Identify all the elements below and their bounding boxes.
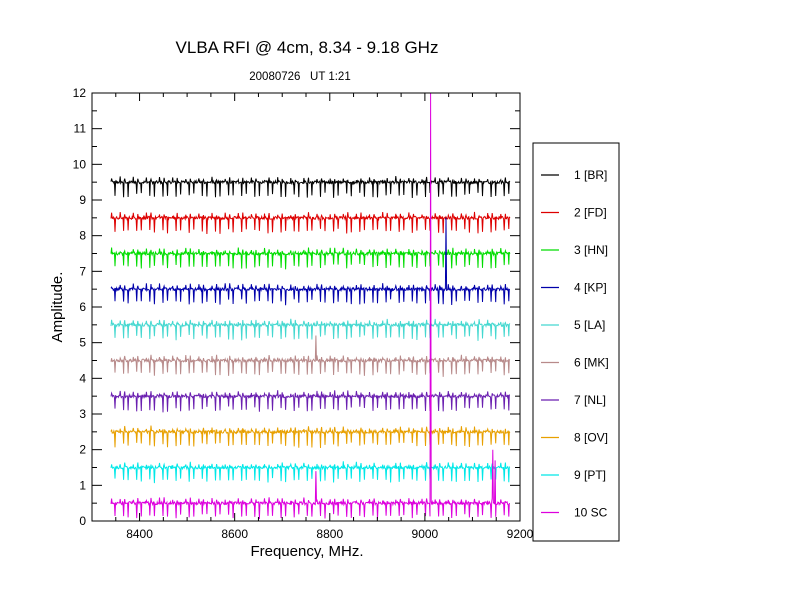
- legend-item: 2 [FD]: [541, 206, 607, 220]
- legend: 1 [BR] 2 [FD] 3 [HN] 4 [KP] 5 [LA] 6 [MK] 7 [N…: [532, 142, 620, 542]
- legend-item: 5 [LA]: [541, 318, 605, 332]
- x-tick-label: 8400: [126, 527, 153, 541]
- legend-label: 10 SC: [574, 506, 608, 520]
- legend-item: 7 [NL]: [541, 393, 606, 407]
- y-tick-label: 11: [74, 122, 87, 136]
- series-line-8: [110, 425, 511, 449]
- series-line-1: [110, 175, 511, 199]
- series-line-5: [110, 318, 511, 341]
- y-tick-label: 0: [79, 514, 86, 528]
- series-line-9: [110, 461, 511, 484]
- legend-box: [532, 142, 620, 542]
- x-tick-label: 8600: [221, 527, 248, 541]
- legend-label: 8 [OV]: [574, 431, 608, 445]
- legend-label: 1 [BR]: [574, 168, 607, 182]
- legend-item: 1 [BR]: [541, 168, 607, 182]
- legend-label: 9 [PT]: [574, 468, 606, 482]
- x-tick-label: 9000: [412, 527, 439, 541]
- y-tick-label: 3: [79, 407, 86, 421]
- x-tick-label: 8800: [316, 527, 343, 541]
- plot-area: [110, 93, 511, 520]
- legend-item: 8 [OV]: [541, 431, 608, 445]
- series-line-7: [110, 390, 511, 413]
- legend-label: 7 [NL]: [574, 393, 606, 407]
- legend-label: 3 [HN]: [574, 243, 608, 257]
- legend-item: 4 [KP]: [541, 281, 607, 295]
- legend-label: 5 [LA]: [574, 318, 605, 332]
- series-line-2: [110, 211, 511, 235]
- chart-subtitle: 20080726 UT 1:21: [249, 71, 350, 83]
- y-tick-label: 9: [79, 193, 86, 207]
- y-tick-label: 8: [79, 229, 86, 243]
- y-tick-label: 1: [79, 478, 86, 492]
- series-line-4: [110, 217, 510, 306]
- legend-item: 10 SC: [541, 506, 608, 520]
- y-tick-label: 5: [79, 336, 86, 350]
- legend-label: 4 [KP]: [574, 281, 607, 295]
- y-tick-label: 10: [73, 157, 87, 171]
- series-line-6: [110, 335, 511, 377]
- y-tick-label: 6: [79, 300, 86, 314]
- plot-frame: [91, 92, 521, 522]
- legend-item: 9 [PT]: [541, 468, 606, 482]
- legend-item: 3 [HN]: [541, 243, 608, 257]
- y-tick-label: 4: [79, 371, 86, 385]
- series-line-3: [110, 247, 511, 270]
- legend-item: 6 [MK]: [541, 356, 609, 370]
- y-tick-label: 7: [79, 264, 86, 278]
- y-axis-label: Amplitude.: [49, 272, 66, 343]
- y-tick-label: 2: [79, 443, 86, 457]
- chart-title: VLBA RFI @ 4cm, 8.34 - 9.18 GHz: [176, 38, 439, 57]
- x-tick-label: 9200: [507, 527, 534, 541]
- series-line-10: [110, 93, 510, 520]
- legend-label: 6 [MK]: [574, 356, 609, 370]
- y-tick-label: 12: [73, 86, 87, 100]
- legend-label: 2 [FD]: [574, 206, 607, 220]
- x-axis-label: Frequency, MHz.: [250, 543, 363, 560]
